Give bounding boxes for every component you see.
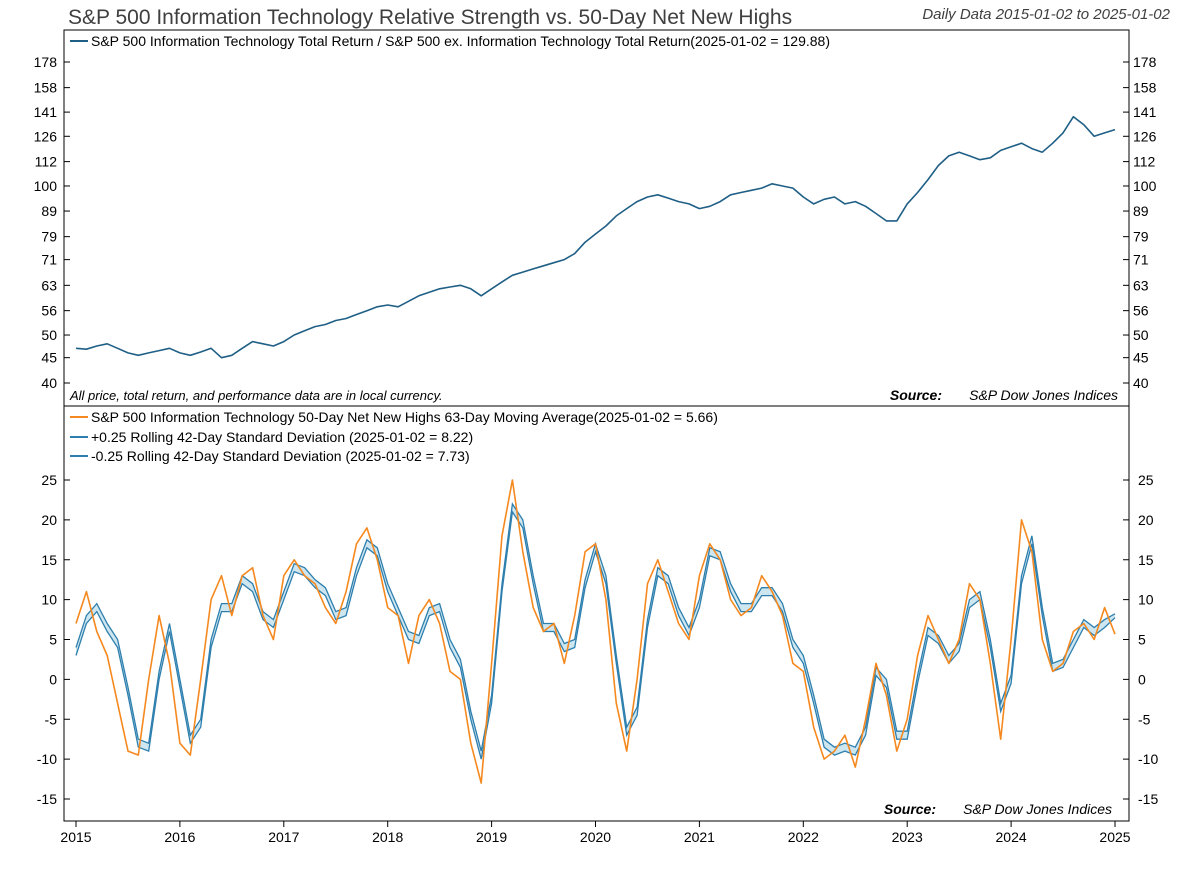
bottom-left-tick-label: -15 [37, 791, 57, 807]
bottom-left-tick-label: -5 [45, 711, 58, 727]
x-tick-label: 2020 [580, 829, 611, 845]
top-right-tick-label: 79 [1133, 229, 1149, 245]
top-source-text: S&P Dow Jones Indices [969, 387, 1118, 403]
top-right-tick-label: 141 [1133, 104, 1157, 120]
top-left-tick-label: 45 [41, 350, 57, 366]
bottom-left-tick-label: 5 [49, 632, 57, 648]
x-tick-label: 2017 [268, 829, 299, 845]
top-left-tick-label: 50 [41, 327, 57, 343]
chart-title: S&P 500 Information Technology Relative … [68, 6, 792, 29]
bottom-source-text: S&P Dow Jones Indices [963, 801, 1112, 817]
upper-band-line [75, 502, 1116, 752]
bottom-left-tick-label: 10 [41, 592, 57, 608]
rs-legend-label: S&P 500 Information Technology Total Ret… [91, 33, 830, 49]
x-tick-label: 2021 [684, 829, 715, 845]
top-left-tick-label: 56 [41, 303, 57, 319]
top-right-tick-label: 158 [1133, 80, 1157, 96]
top-left-tick-label: 63 [41, 277, 57, 293]
top-right-tick-label: 56 [1133, 303, 1149, 319]
bottom-panel-frame [63, 405, 1130, 822]
top-right-tick-label: 89 [1133, 203, 1149, 219]
bottom-right-tick-label: 25 [1138, 472, 1154, 488]
x-tick-label: 2019 [476, 829, 507, 845]
top-right-tick-label: 40 [1133, 375, 1149, 391]
nnh-legend-label: S&P 500 Information Technology 50-Day Ne… [91, 409, 718, 425]
top-panel-series [75, 115, 1116, 359]
top-left-tick-label: 141 [34, 104, 58, 120]
bottom-left-tick-label: 20 [41, 512, 57, 528]
upper-band-legend-label: +0.25 Rolling 42-Day Standard Deviation … [91, 429, 473, 445]
top-right-tick-label: 50 [1133, 327, 1149, 343]
bottom-right-tick-label: 10 [1138, 592, 1154, 608]
top-right-tick-label: 126 [1133, 128, 1157, 144]
top-left-tick-label: 126 [34, 128, 58, 144]
bottom-right-tick-label: -5 [1138, 711, 1151, 727]
x-tick-label: 2024 [996, 829, 1027, 845]
bottom-panel-axes: -15 -15 -10 -10 -5 -5 0 0 5 5 10 10 15 15 20 20 25 25 [37, 472, 1159, 807]
relative-strength-line [75, 115, 1116, 359]
x-tick-label: 2023 [892, 829, 923, 845]
x-tick-label: 2016 [164, 829, 195, 845]
bottom-left-tick-label: 25 [41, 472, 57, 488]
bottom-left-tick-label: 15 [41, 552, 57, 568]
date-range-label: Daily Data 2015-01-02 to 2025-01-02 [922, 6, 1170, 23]
top-right-tick-label: 112 [1133, 154, 1156, 170]
top-right-tick-label: 178 [1133, 54, 1157, 70]
bottom-right-tick-label: 0 [1138, 671, 1146, 687]
lower-band-line [75, 510, 1116, 760]
top-right-tick-label: 63 [1133, 277, 1149, 293]
top-left-tick-label: 100 [34, 178, 58, 194]
top-right-tick-label: 71 [1133, 252, 1149, 268]
bottom-right-tick-label: -15 [1138, 791, 1158, 807]
top-panel-axes: 40 40 45 45 50 50 56 56 63 63 71 71 79 79 89 89 100 100 11… [34, 54, 1157, 391]
top-right-tick-label: 45 [1133, 350, 1149, 366]
top-left-tick-label: 40 [41, 375, 57, 391]
net-new-highs-line [75, 479, 1116, 784]
top-left-tick-label: 178 [34, 54, 58, 70]
bottom-left-tick-label: 0 [49, 671, 57, 687]
bottom-right-tick-label: 20 [1138, 512, 1154, 528]
top-left-tick-label: 112 [35, 154, 58, 170]
top-panel-frame [63, 29, 1130, 407]
x-tick-label: 2022 [788, 829, 819, 845]
bottom-right-tick-label: -10 [1138, 751, 1158, 767]
bottom-left-tick-label: -10 [37, 751, 57, 767]
x-tick-label: 2015 [60, 829, 91, 845]
bottom-source-label: Source: [884, 801, 936, 817]
lower-band-legend-label: -0.25 Rolling 42-Day Standard Deviation … [91, 448, 470, 464]
top-right-tick-label: 100 [1133, 178, 1157, 194]
x-axis: 2015 2016 2017 2018 2019 2020 2021 2022 2023 2024… [60, 821, 1131, 845]
top-source-label: Source: [890, 387, 942, 403]
x-tick-label: 2018 [372, 829, 403, 845]
bottom-right-tick-label: 15 [1138, 552, 1154, 568]
top-left-tick-label: 89 [41, 203, 57, 219]
top-left-tick-label: 79 [41, 229, 57, 245]
bottom-right-tick-label: 5 [1138, 632, 1146, 648]
top-left-tick-label: 71 [41, 252, 57, 268]
x-tick-label: 2025 [1099, 829, 1130, 845]
currency-note: All price, total return, and performance… [69, 388, 443, 403]
bottom-panel-series [75, 479, 1116, 784]
top-left-tick-label: 158 [34, 80, 58, 96]
